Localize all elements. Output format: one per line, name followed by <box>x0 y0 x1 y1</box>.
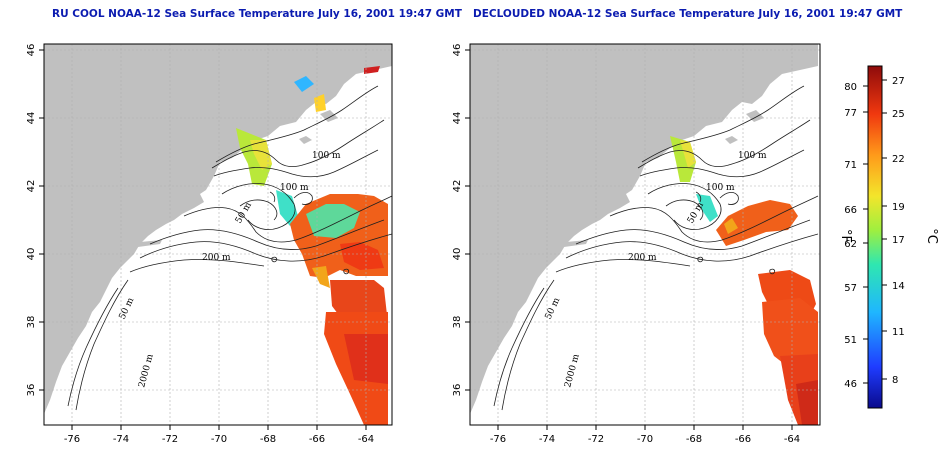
left-x-tick-labels: -76 -74 -72 -70 -68 -66 -64 <box>64 434 374 445</box>
f-tick-label: 46 <box>844 379 857 390</box>
left-ytick: 44 <box>26 112 37 125</box>
right-sst-overlay <box>670 136 818 425</box>
left-contour-label-100m-a: 100 m <box>312 151 341 161</box>
f-tick-label: 62 <box>844 239 857 250</box>
f-tick-label: 71 <box>844 160 857 171</box>
left-ytick: 38 <box>26 316 37 329</box>
right-grid <box>470 44 820 425</box>
right-xtick: -68 <box>686 434 702 445</box>
f-tick-label: 51 <box>844 335 857 346</box>
left-xtick: -76 <box>64 434 80 445</box>
left-sst-overlay <box>236 66 388 425</box>
right-contour-label-100m-a: 100 m <box>738 151 767 161</box>
c-tick-label: 8 <box>892 375 898 386</box>
right-xtick: -64 <box>784 434 800 445</box>
celsius-unit-label: °C <box>924 228 939 244</box>
left-plot-frame <box>43 43 393 426</box>
left-grid <box>44 44 392 425</box>
left-tick-marks <box>39 49 367 430</box>
c-tick-label: 14 <box>892 281 905 292</box>
colorbar-ticks <box>863 79 887 384</box>
right-map-panel: 100 m 100 m 50 m 200 m 50 m 2000 m -76 -… <box>452 43 821 445</box>
right-xtick: -72 <box>588 434 604 445</box>
right-ytick: 40 <box>452 248 463 261</box>
fahrenheit-unit-label: °F <box>838 229 853 243</box>
f-tick-label: 66 <box>844 205 857 216</box>
c-tick-label: 17 <box>892 235 905 246</box>
right-ytick: 36 <box>452 384 463 397</box>
c-tick-label: 27 <box>892 76 905 87</box>
right-map-title: DECLOUDED NOAA-12 Sea Surface Temperatur… <box>473 8 903 20</box>
left-xtick: -72 <box>162 434 178 445</box>
right-ytick: 38 <box>452 316 463 329</box>
right-contour-label-200m: 200 m <box>628 253 657 263</box>
f-tick-label: 77 <box>844 108 857 119</box>
c-tick-label: 22 <box>892 154 905 165</box>
right-xtick: -76 <box>490 434 506 445</box>
left-contour-label-100m-b: 100 m <box>280 183 309 193</box>
left-xtick: -74 <box>113 434 129 445</box>
left-ytick: 46 <box>26 44 37 57</box>
right-xtick: -66 <box>735 434 751 445</box>
right-contour-label-100m-b: 100 m <box>706 183 735 193</box>
f-tick-label: 57 <box>844 283 857 294</box>
left-y-tick-labels: 36 38 40 42 44 46 <box>26 44 37 397</box>
right-xtick: -70 <box>637 434 653 445</box>
left-xtick: -70 <box>211 434 227 445</box>
right-ytick: 44 <box>452 112 463 125</box>
left-map-panel: 100 m 100 m 50 m 200 m 50 m 2000 m -76 -… <box>26 43 393 445</box>
left-xtick: -68 <box>260 434 276 445</box>
colorbar-fahrenheit-labels: 80 77 71 66 62 57 51 46 <box>844 82 857 390</box>
right-y-tick-labels: 36 38 40 42 44 46 <box>452 44 463 397</box>
left-xtick: -64 <box>358 434 374 445</box>
right-xtick: -74 <box>539 434 555 445</box>
left-ytick: 36 <box>26 384 37 397</box>
right-ytick: 46 <box>452 44 463 57</box>
right-ytick: 42 <box>452 180 463 193</box>
left-ytick: 42 <box>26 180 37 193</box>
right-tick-marks <box>465 49 793 430</box>
left-map-title: RU COOL NOAA-12 Sea Surface Temperature … <box>52 8 462 20</box>
temperature-colorbar: 80 77 71 66 62 57 51 46 27 25 22 19 17 1… <box>838 65 939 409</box>
c-tick-label: 25 <box>892 109 905 120</box>
left-contour-label-200m: 200 m <box>202 253 231 263</box>
f-tick-label: 80 <box>844 82 857 93</box>
colorbar-gradient <box>867 65 883 409</box>
left-xtick: -66 <box>309 434 325 445</box>
c-tick-label: 19 <box>892 202 905 213</box>
right-x-tick-labels: -76 -74 -72 -70 -68 -66 -64 <box>490 434 800 445</box>
c-tick-label: 11 <box>892 327 905 338</box>
colorbar-celsius-labels: 27 25 22 19 17 14 11 8 <box>892 76 905 386</box>
left-ytick: 40 <box>26 248 37 261</box>
